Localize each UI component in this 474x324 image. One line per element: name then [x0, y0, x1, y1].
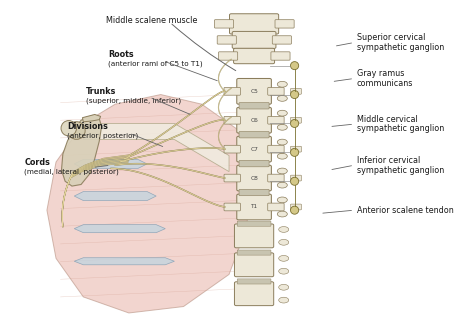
Text: Trunks: Trunks — [86, 87, 116, 96]
Ellipse shape — [291, 177, 299, 185]
FancyBboxPatch shape — [234, 48, 274, 64]
Ellipse shape — [291, 90, 299, 98]
FancyBboxPatch shape — [235, 282, 273, 306]
FancyBboxPatch shape — [229, 14, 279, 34]
Ellipse shape — [277, 182, 287, 188]
FancyBboxPatch shape — [224, 145, 240, 153]
Ellipse shape — [277, 124, 287, 130]
Polygon shape — [74, 258, 174, 265]
Text: Cords: Cords — [24, 158, 50, 167]
Ellipse shape — [277, 139, 287, 145]
Text: communicans: communicans — [356, 79, 413, 88]
Text: Superior cervical: Superior cervical — [356, 33, 425, 42]
Polygon shape — [47, 95, 247, 313]
FancyBboxPatch shape — [268, 145, 284, 153]
FancyBboxPatch shape — [237, 107, 272, 133]
Text: sympathetic ganglion: sympathetic ganglion — [356, 166, 444, 175]
Ellipse shape — [279, 268, 289, 274]
FancyBboxPatch shape — [272, 36, 292, 44]
Ellipse shape — [291, 120, 299, 127]
Ellipse shape — [277, 96, 287, 101]
FancyBboxPatch shape — [219, 52, 237, 60]
Ellipse shape — [277, 110, 287, 116]
FancyBboxPatch shape — [237, 165, 272, 191]
Polygon shape — [62, 115, 101, 186]
FancyBboxPatch shape — [291, 88, 301, 94]
FancyBboxPatch shape — [237, 279, 271, 284]
Text: Middle scalene muscle: Middle scalene muscle — [106, 16, 197, 25]
Ellipse shape — [277, 211, 287, 217]
Ellipse shape — [279, 226, 289, 232]
Text: C5: C5 — [250, 89, 258, 94]
FancyBboxPatch shape — [291, 175, 301, 181]
FancyBboxPatch shape — [214, 20, 234, 28]
Ellipse shape — [277, 168, 287, 174]
Text: Inferior cervical: Inferior cervical — [356, 156, 420, 165]
FancyBboxPatch shape — [232, 31, 276, 49]
FancyBboxPatch shape — [239, 160, 269, 167]
FancyBboxPatch shape — [237, 136, 272, 162]
FancyBboxPatch shape — [239, 103, 269, 109]
Text: Roots: Roots — [109, 50, 134, 59]
Polygon shape — [83, 123, 229, 172]
FancyBboxPatch shape — [237, 250, 271, 255]
Text: Anterior scalene tendon: Anterior scalene tendon — [356, 206, 453, 215]
Ellipse shape — [61, 121, 76, 136]
Text: Middle cervical: Middle cervical — [356, 115, 417, 124]
Ellipse shape — [279, 284, 289, 290]
Ellipse shape — [279, 256, 289, 261]
Text: (superior, middle, inferior): (superior, middle, inferior) — [86, 97, 181, 104]
Text: C8: C8 — [250, 176, 258, 180]
Text: C7: C7 — [250, 147, 258, 152]
Text: sympathetic ganglion: sympathetic ganglion — [356, 124, 444, 133]
FancyBboxPatch shape — [291, 117, 301, 123]
FancyBboxPatch shape — [271, 52, 290, 60]
FancyBboxPatch shape — [268, 203, 284, 211]
FancyBboxPatch shape — [268, 116, 284, 124]
Text: Divisions: Divisions — [67, 122, 108, 131]
FancyBboxPatch shape — [291, 146, 301, 152]
Polygon shape — [74, 159, 147, 168]
FancyBboxPatch shape — [235, 224, 273, 248]
FancyBboxPatch shape — [275, 20, 294, 28]
Text: (anterior, posterior): (anterior, posterior) — [67, 133, 139, 139]
Text: (anterior rami of C5 to T1): (anterior rami of C5 to T1) — [109, 61, 203, 67]
Polygon shape — [74, 225, 165, 233]
Text: sympathetic ganglion: sympathetic ganglion — [356, 43, 444, 52]
Ellipse shape — [279, 239, 289, 245]
Ellipse shape — [68, 122, 85, 139]
FancyBboxPatch shape — [224, 203, 240, 211]
FancyBboxPatch shape — [239, 189, 269, 196]
FancyBboxPatch shape — [237, 194, 272, 220]
Ellipse shape — [279, 297, 289, 303]
FancyBboxPatch shape — [224, 116, 240, 124]
FancyBboxPatch shape — [239, 132, 269, 138]
Polygon shape — [82, 114, 100, 122]
FancyBboxPatch shape — [237, 78, 272, 104]
FancyBboxPatch shape — [237, 221, 271, 226]
Ellipse shape — [291, 148, 299, 156]
FancyBboxPatch shape — [291, 204, 301, 210]
FancyBboxPatch shape — [224, 174, 240, 182]
FancyBboxPatch shape — [224, 87, 240, 95]
Polygon shape — [74, 191, 156, 201]
Ellipse shape — [291, 62, 299, 70]
Text: Gray ramus: Gray ramus — [356, 69, 404, 78]
FancyBboxPatch shape — [217, 36, 237, 44]
FancyBboxPatch shape — [268, 174, 284, 182]
Ellipse shape — [291, 206, 299, 214]
Text: (medial, lateral, posterior): (medial, lateral, posterior) — [24, 168, 119, 175]
Text: C6: C6 — [250, 118, 258, 123]
Ellipse shape — [277, 197, 287, 203]
FancyBboxPatch shape — [268, 87, 284, 95]
Ellipse shape — [277, 153, 287, 159]
Text: T1: T1 — [251, 204, 258, 210]
Ellipse shape — [277, 81, 287, 87]
FancyBboxPatch shape — [235, 253, 273, 277]
